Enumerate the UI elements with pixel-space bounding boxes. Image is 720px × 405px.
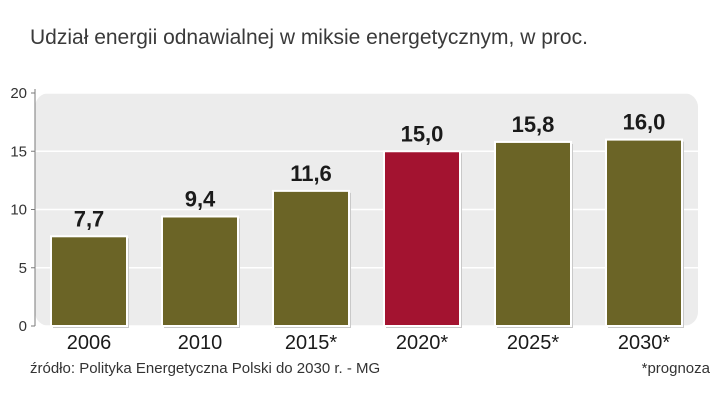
- y-tick-label: 20: [10, 85, 27, 102]
- x-category-label: 2006: [67, 332, 112, 354]
- x-category-label: 2020*: [396, 332, 448, 354]
- y-tick-label: 10: [10, 202, 27, 219]
- source-note: źródło: Polityka Energetyczna Polski do …: [30, 360, 381, 377]
- bar: [50, 235, 128, 327]
- bar-value-label: 11,6: [290, 161, 332, 186]
- x-category-label: 2010: [178, 332, 223, 354]
- bar: [383, 150, 461, 327]
- x-category-label: 2025*: [507, 332, 559, 354]
- y-tick-label: 0: [19, 318, 27, 335]
- bar: [161, 215, 239, 328]
- x-category-label: 2030*: [618, 332, 670, 354]
- y-tick-label: 15: [10, 143, 27, 160]
- bar: [605, 138, 683, 327]
- bar-value-label: 9,4: [185, 186, 216, 211]
- y-tick-label: 5: [19, 260, 27, 277]
- bar: [494, 140, 572, 327]
- bar-value-label: 15,8: [512, 112, 555, 137]
- bar-value-label: 15,0: [401, 121, 444, 146]
- x-category-label: 2015*: [285, 332, 337, 354]
- bar-value-label: 16,0: [623, 110, 666, 135]
- forecast-note: *prognoza: [641, 360, 710, 377]
- bar-value-label: 7,7: [74, 206, 105, 231]
- bar: [272, 189, 350, 327]
- chart-title: Udział energii odnawialnej w miksie ener…: [30, 26, 588, 49]
